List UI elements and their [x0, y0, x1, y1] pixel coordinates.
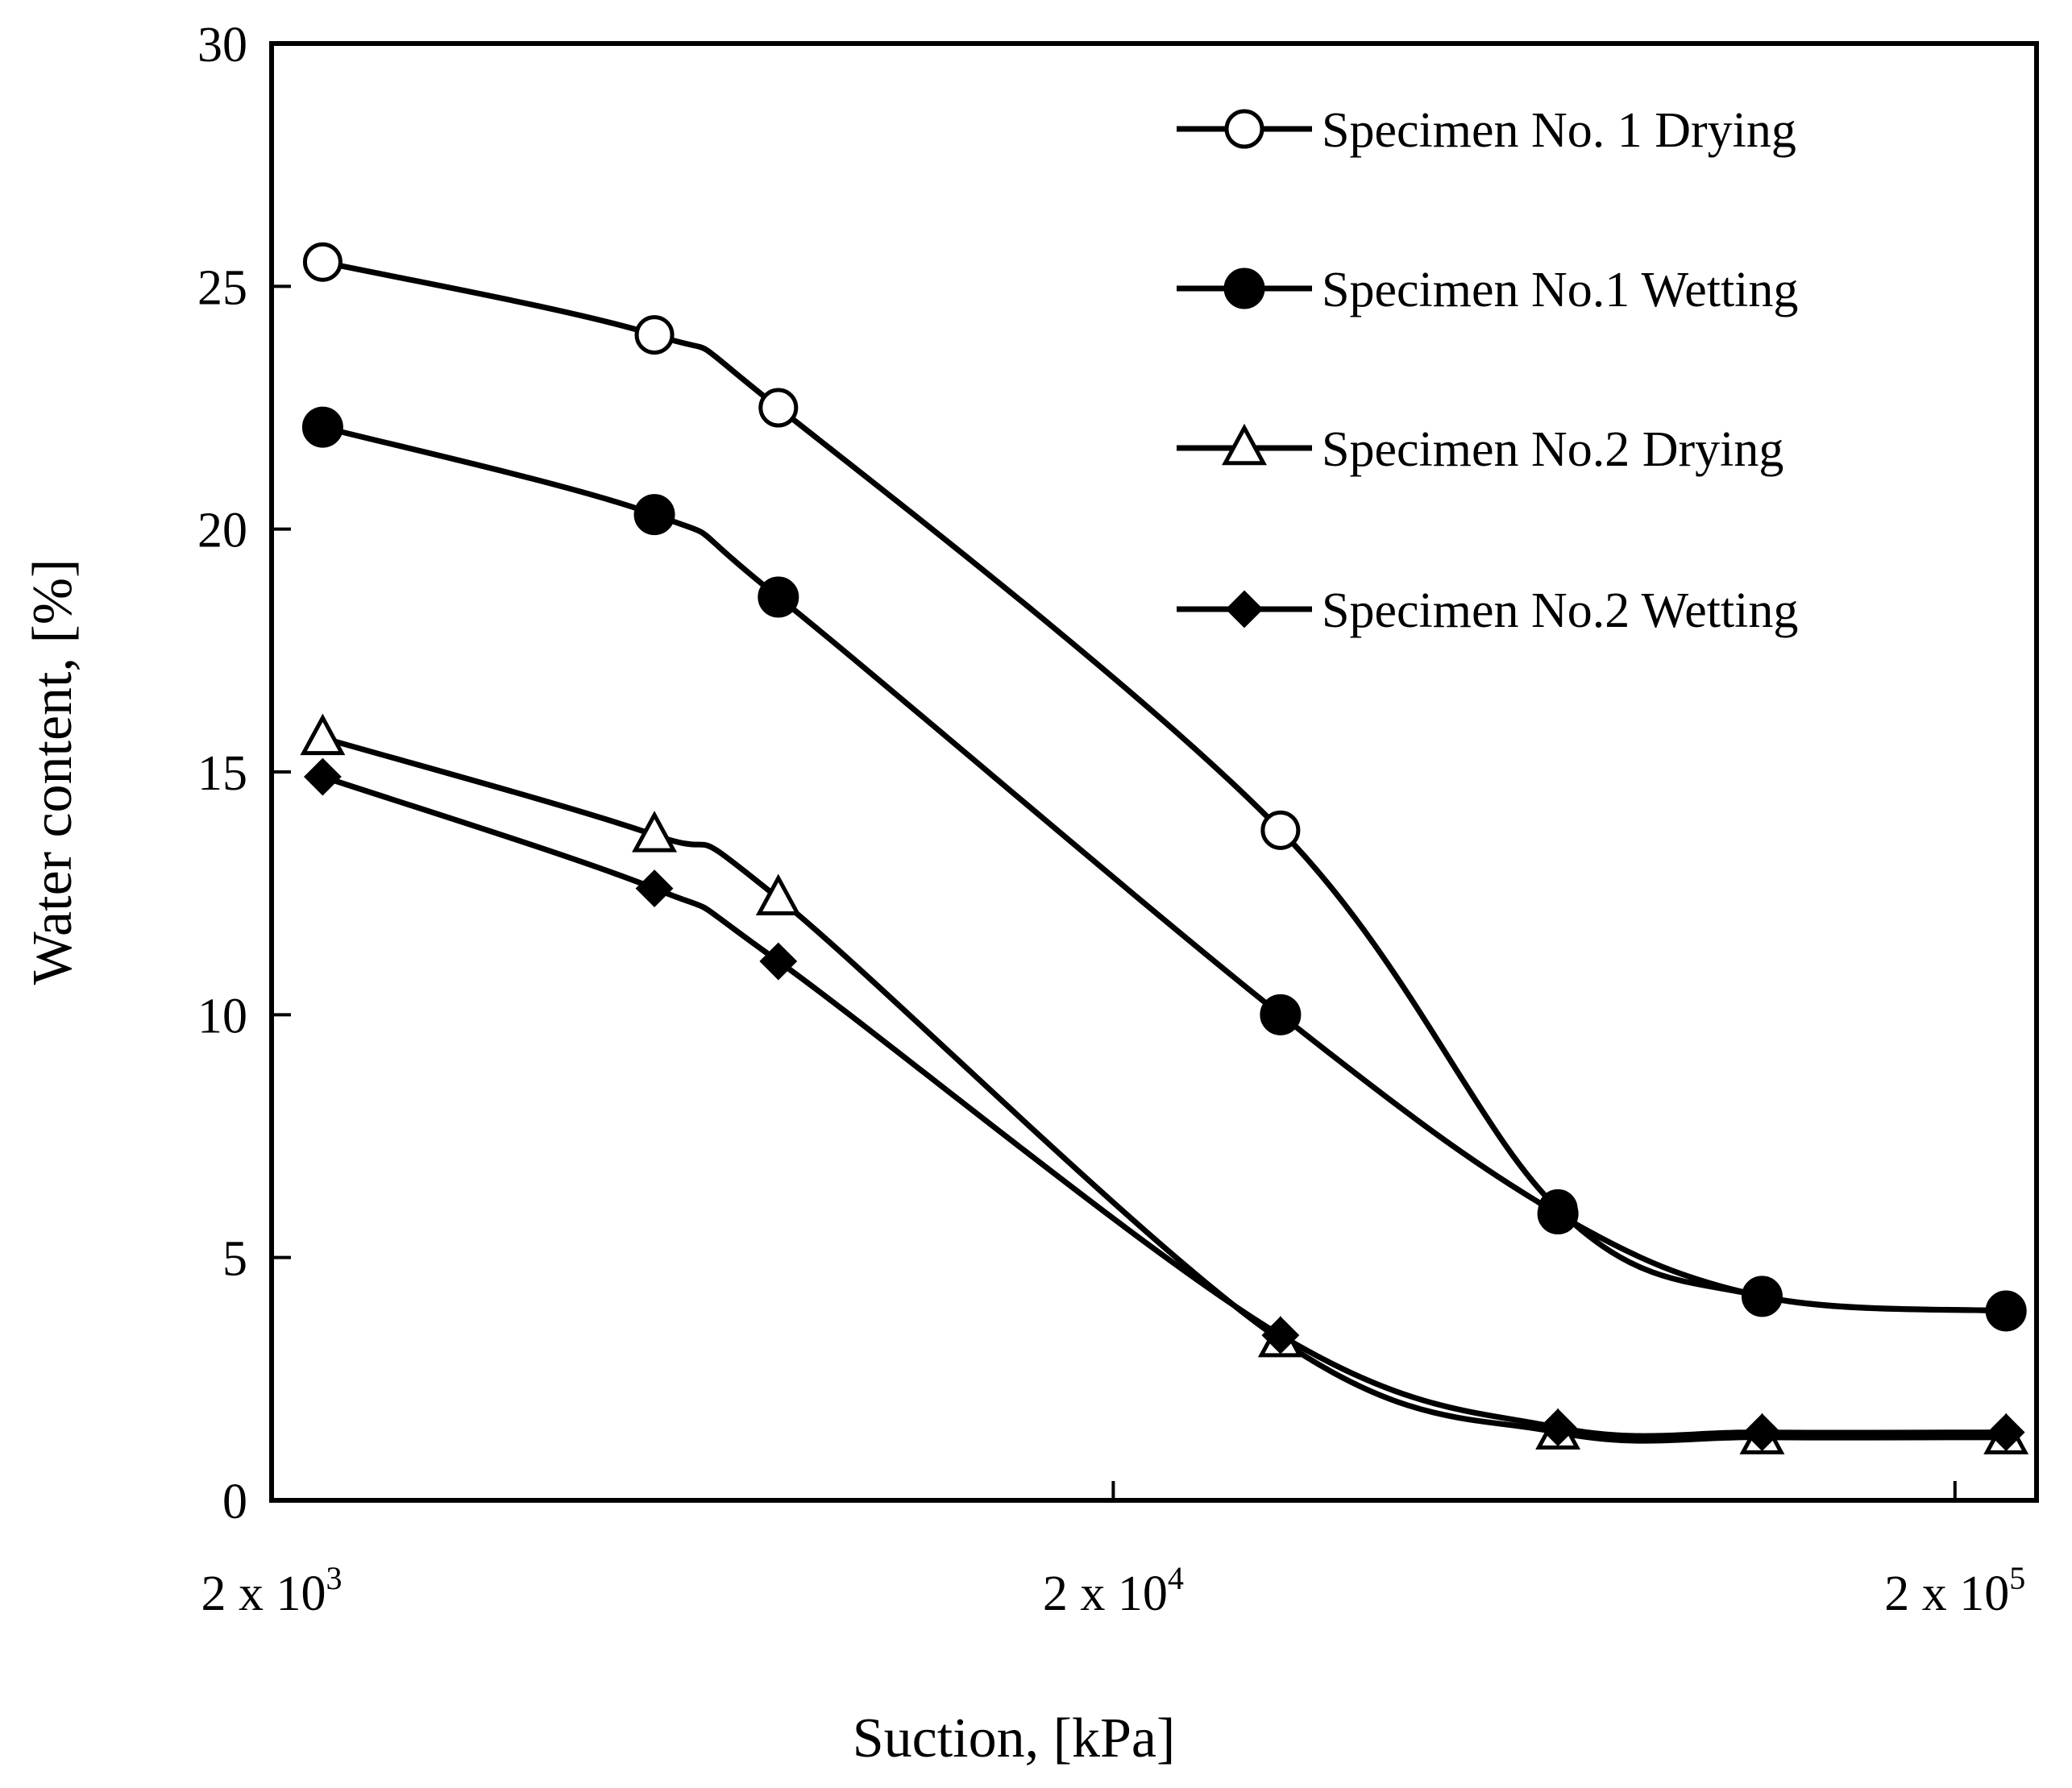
series-line-3 — [319, 735, 2009, 1444]
x-tick-label-200000: 2 x 105 — [1884, 1560, 2025, 1621]
series-1-point-2 — [634, 315, 675, 355]
series-4-point-3 — [759, 942, 798, 981]
series-3-point-2 — [632, 811, 677, 853]
x-tick-exponent: 5 — [2009, 1560, 2025, 1596]
x-tick-base: 2 x 10 — [1043, 1566, 1168, 1621]
y-tick-label-30: 30 — [197, 18, 247, 73]
series-4-point-5 — [1538, 1408, 1577, 1447]
legend-label-1: Specimen No. 1 Drying — [1322, 103, 1796, 158]
y-tick-label-15: 15 — [197, 746, 247, 801]
y-tick-label-10: 10 — [197, 989, 247, 1043]
series-markers — [300, 242, 2029, 1454]
series-3-point-1 — [300, 713, 346, 756]
y-axis-ticks: 0 5 10 15 20 25 30 — [197, 18, 291, 1529]
y-tick-label-0: 0 — [222, 1475, 247, 1529]
series-line-2 — [319, 424, 2009, 1314]
series-2-point-3 — [758, 576, 799, 618]
legend-marker-3 — [1222, 423, 1267, 466]
x-tick-exponent: 3 — [326, 1560, 343, 1596]
legend-label-4: Specimen No.2 Wetting — [1322, 583, 1798, 638]
series-1-point-4 — [1260, 810, 1301, 850]
series-4-point-4 — [1261, 1316, 1300, 1354]
series-2-point-5 — [1537, 1193, 1579, 1234]
y-tick-label-5: 5 — [222, 1232, 247, 1287]
x-tick-label-20000: 2 x 104 — [1043, 1560, 1184, 1621]
x-axis-ticks: 2 x 103 2 x 104 2 x 105 — [201, 1481, 2025, 1621]
legend-label-2: Specimen No.1 Wetting — [1322, 263, 1798, 317]
legend-marker-2 — [1223, 268, 1265, 309]
x-axis-title: Suction, [kPa] — [853, 1707, 1176, 1769]
series-1-point-1 — [302, 242, 343, 282]
legend-label-3: Specimen No.2 Drying — [1322, 422, 1783, 477]
series-2-point-4 — [1260, 994, 1302, 1035]
series-4-point-7 — [1987, 1413, 2025, 1452]
series-3-point-3 — [755, 873, 801, 915]
y-tick-label-25: 25 — [197, 260, 247, 315]
x-tick-base: 2 x 10 — [201, 1566, 326, 1621]
x-tick-label-2000: 2 x 103 — [201, 1560, 343, 1621]
series-line-4 — [319, 774, 2009, 1439]
legend-marker-4 — [1225, 590, 1264, 628]
series-2-point-2 — [633, 494, 675, 536]
series-4-point-6 — [1743, 1413, 1781, 1452]
series-2-point-1 — [301, 406, 343, 448]
y-tick-label-20: 20 — [197, 504, 247, 558]
series-2-point-6 — [1741, 1276, 1783, 1317]
y-axis-title: Water content, [%] — [22, 559, 84, 985]
legend-marker-1 — [1224, 109, 1264, 149]
x-tick-base: 2 x 10 — [1884, 1566, 2009, 1621]
series-2-point-7 — [1985, 1290, 2027, 1332]
legend: Specimen No. 1 Drying Specimen No.1 Wetti… — [1177, 103, 1798, 638]
series-4-point-2 — [635, 869, 674, 908]
series-1-point-3 — [758, 388, 799, 428]
series-line-1 — [319, 259, 2009, 1314]
series-4-point-1 — [303, 757, 342, 796]
x-tick-exponent: 4 — [1168, 1560, 1184, 1596]
